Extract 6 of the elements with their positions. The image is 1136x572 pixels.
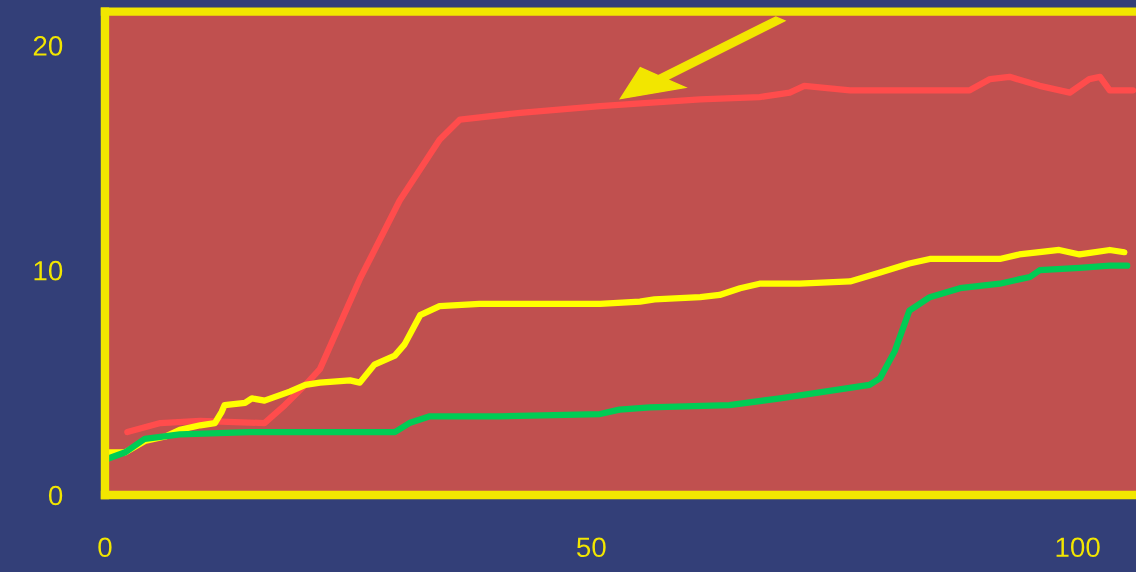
y-tick-label: 0 — [48, 485, 63, 506]
x-tick-label: 100 — [1056, 537, 1100, 558]
x-tick-label: 0 — [98, 537, 112, 558]
x-tick-label: 50 — [576, 537, 606, 558]
y-tick-label: 10 — [34, 260, 63, 281]
y-tick-label: 20 — [33, 36, 63, 56]
